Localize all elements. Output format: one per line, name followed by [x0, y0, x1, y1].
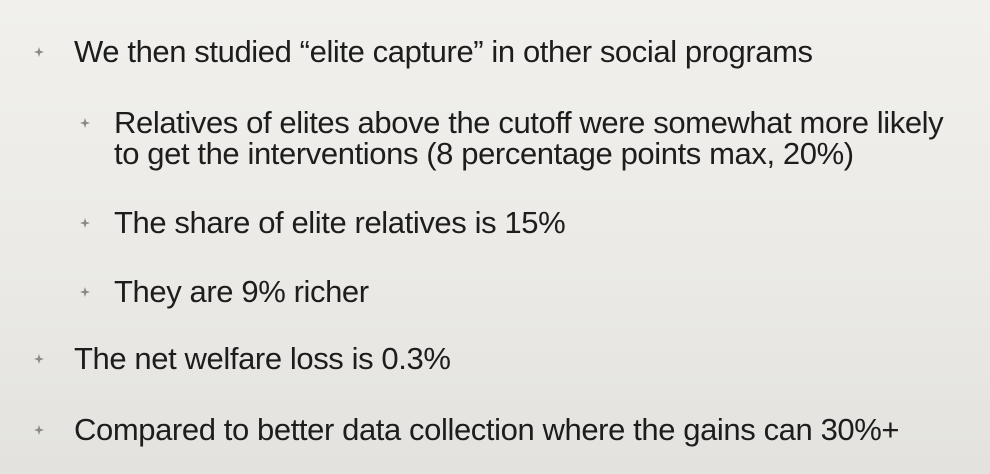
diamond-bullet-icon [34, 425, 44, 435]
sub-bullet-item: Relatives of elites above the cutoff wer… [0, 107, 990, 177]
diamond-bullet-icon [80, 218, 90, 228]
sub-bullet-text: The share of elite relatives is 15% [114, 205, 566, 240]
diamond-bullet-icon [80, 118, 90, 128]
sub-bullet-item: They are 9% richer [0, 276, 990, 316]
diamond-bullet-icon [34, 47, 44, 57]
sub-bullet-text: They are 9% richer [114, 274, 369, 309]
bullet-item: We then studied “elite capture” in other… [0, 36, 990, 76]
bullet-text: Compared to better data collection where… [74, 412, 900, 447]
sub-bullet-text: Relatives of elites above the cutoff wer… [114, 105, 944, 171]
sub-bullet-item: The share of elite relatives is 15% [0, 207, 990, 247]
bullet-item: Compared to better data collection where… [0, 414, 990, 454]
bullet-item: The net welfare loss is 0.3% [0, 343, 990, 383]
bullet-text: We then studied “elite capture” in other… [74, 34, 813, 69]
diamond-bullet-icon [34, 354, 44, 364]
bullet-text: The net welfare loss is 0.3% [74, 341, 451, 376]
diamond-bullet-icon [80, 287, 90, 297]
